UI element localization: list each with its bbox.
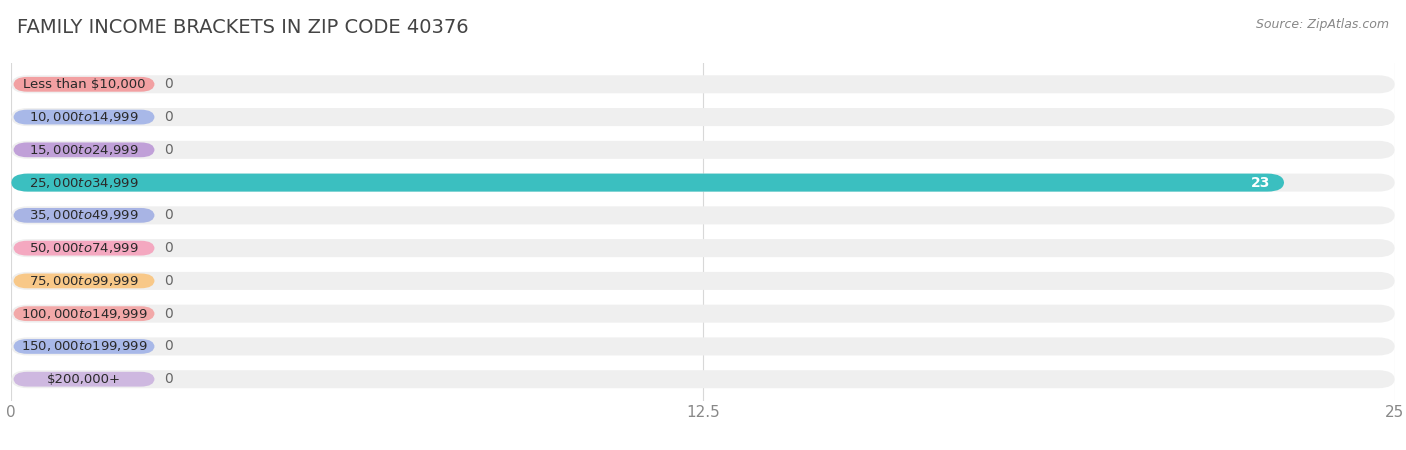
FancyBboxPatch shape xyxy=(11,141,1395,159)
FancyBboxPatch shape xyxy=(14,77,155,92)
FancyBboxPatch shape xyxy=(11,305,1395,323)
FancyBboxPatch shape xyxy=(11,272,1395,290)
Text: Less than $10,000: Less than $10,000 xyxy=(22,78,145,91)
Text: 23: 23 xyxy=(1251,176,1270,189)
FancyBboxPatch shape xyxy=(11,174,1284,192)
FancyBboxPatch shape xyxy=(11,239,1395,257)
Text: 0: 0 xyxy=(165,143,173,157)
FancyBboxPatch shape xyxy=(11,75,1395,93)
FancyBboxPatch shape xyxy=(11,370,1395,388)
FancyBboxPatch shape xyxy=(14,372,155,387)
Text: $150,000 to $199,999: $150,000 to $199,999 xyxy=(21,339,148,353)
Text: 0: 0 xyxy=(165,306,173,321)
FancyBboxPatch shape xyxy=(14,241,155,256)
FancyBboxPatch shape xyxy=(14,208,155,223)
Text: $50,000 to $74,999: $50,000 to $74,999 xyxy=(30,241,139,255)
Text: 0: 0 xyxy=(165,274,173,288)
FancyBboxPatch shape xyxy=(14,110,155,125)
FancyBboxPatch shape xyxy=(11,174,1395,192)
Text: Source: ZipAtlas.com: Source: ZipAtlas.com xyxy=(1256,18,1389,31)
Text: 0: 0 xyxy=(165,339,173,353)
Text: $75,000 to $99,999: $75,000 to $99,999 xyxy=(30,274,139,288)
FancyBboxPatch shape xyxy=(14,143,155,157)
Text: 0: 0 xyxy=(165,372,173,386)
FancyBboxPatch shape xyxy=(14,175,155,190)
FancyBboxPatch shape xyxy=(14,339,155,354)
Text: 0: 0 xyxy=(165,110,173,124)
Text: 0: 0 xyxy=(165,208,173,222)
Text: $25,000 to $34,999: $25,000 to $34,999 xyxy=(30,176,139,189)
FancyBboxPatch shape xyxy=(14,274,155,288)
Text: 0: 0 xyxy=(165,241,173,255)
Text: $35,000 to $49,999: $35,000 to $49,999 xyxy=(30,208,139,222)
FancyBboxPatch shape xyxy=(11,338,1395,356)
Text: 0: 0 xyxy=(165,77,173,91)
FancyBboxPatch shape xyxy=(14,306,155,321)
FancyBboxPatch shape xyxy=(11,207,1395,225)
FancyBboxPatch shape xyxy=(11,108,1395,126)
Text: $15,000 to $24,999: $15,000 to $24,999 xyxy=(30,143,139,157)
Text: FAMILY INCOME BRACKETS IN ZIP CODE 40376: FAMILY INCOME BRACKETS IN ZIP CODE 40376 xyxy=(17,18,468,37)
Text: $10,000 to $14,999: $10,000 to $14,999 xyxy=(30,110,139,124)
Text: $200,000+: $200,000+ xyxy=(46,373,121,386)
Text: $100,000 to $149,999: $100,000 to $149,999 xyxy=(21,306,148,321)
